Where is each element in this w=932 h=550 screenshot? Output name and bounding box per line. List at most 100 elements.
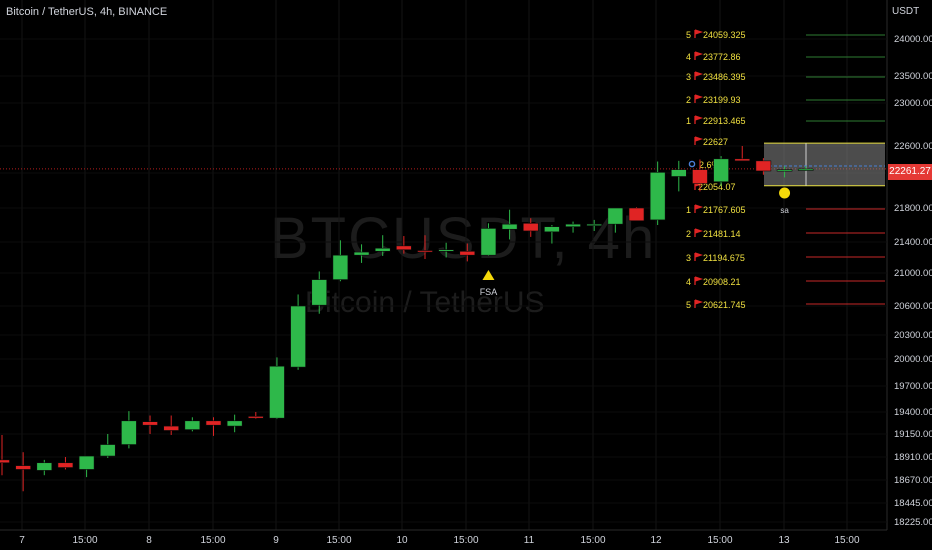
target-index-label: 1 (686, 116, 691, 126)
time-axis-tick: 15:00 (72, 535, 97, 546)
candle-body (163, 425, 179, 431)
candle-body (374, 247, 391, 252)
candle-body (438, 249, 454, 252)
candle-body (713, 158, 729, 183)
target-index-label: 3 (686, 253, 691, 263)
price-axis-tick: 21400.00 (894, 237, 932, 248)
target-flag-icon (694, 228, 704, 237)
time-axis-tick: 12 (650, 535, 662, 546)
chart-title: Bitcoin / TetherUS, 4h, BINANCE (6, 6, 168, 18)
candle-body (0, 459, 10, 464)
candle-body (248, 416, 264, 419)
candle-body (269, 365, 285, 419)
price-axis-tick: 19150.00 (894, 429, 932, 440)
target-index-label: 1 (686, 205, 691, 215)
candle-body (565, 223, 581, 227)
target-flag-icon (694, 276, 704, 285)
price-axis-tick: 18670.00 (894, 475, 932, 486)
candle-body (459, 251, 476, 256)
time-axis-tick: 15:00 (200, 535, 225, 546)
name-watermark: Bitcoin / TetherUS (305, 286, 545, 319)
candle-body (649, 172, 666, 221)
middle-level-icon (688, 160, 696, 168)
price-axis-tick: 19700.00 (894, 381, 932, 392)
sa-marker-icon (779, 187, 791, 199)
target-value-label: 24059.325 (703, 30, 746, 40)
candle-body (121, 420, 137, 445)
candle-body (353, 251, 370, 256)
candle-body (184, 420, 201, 430)
price-axis-tick: 21000.00 (894, 268, 932, 279)
fsa-marker-icon (482, 270, 495, 280)
target-flag-icon (694, 204, 704, 213)
target-flag-icon (694, 94, 704, 103)
time-axis-tick: 15:00 (326, 535, 351, 546)
candle-body (226, 420, 243, 427)
target-value-label: 20908.21 (703, 277, 741, 287)
candle-body (522, 223, 539, 232)
price-axis-tick: 20600.00 (894, 301, 932, 312)
time-axis-tick: 7 (19, 535, 25, 546)
target-flag-icon (694, 71, 704, 80)
target-flag-icon (694, 136, 704, 145)
target-index-label: 2 (686, 229, 691, 239)
target-value-label: 21194.675 (703, 253, 745, 263)
candle-body (142, 421, 158, 426)
target-index-label: 3 (686, 72, 691, 82)
target-index-label: 2 (686, 95, 691, 105)
time-axis-tick: 10 (396, 535, 408, 546)
candle-body (692, 169, 708, 184)
price-axis-tick: 20000.00 (894, 354, 932, 365)
candle-body (544, 226, 560, 233)
target-value-label: 23486.395 (703, 72, 746, 82)
candle-body (776, 169, 793, 172)
range-box (764, 143, 885, 186)
price-axis-unit: USDT (892, 6, 920, 17)
last-price-tag: 22261.27 (888, 164, 932, 180)
sa-marker-label: sa (780, 206, 789, 215)
candle-body (57, 462, 74, 468)
candle-body (417, 250, 433, 253)
candle-body (586, 223, 603, 226)
target-index-label: 5 (686, 30, 691, 40)
price-axis-tick: 24000.00 (894, 34, 932, 45)
candle-body (607, 207, 624, 225)
candle-body (797, 168, 814, 171)
price-axis-tick: 23500.00 (894, 71, 932, 82)
time-axis-tick: 9 (273, 535, 279, 546)
time-axis-tick: 8 (146, 535, 152, 546)
price-axis-tick: 18225.00 (894, 517, 932, 528)
candle-body (99, 444, 116, 457)
time-axis-tick: 11 (524, 535, 535, 546)
price-axis-tick: 18445.00 (894, 498, 932, 509)
candle-body (290, 305, 306, 368)
price-axis-tick: 20300.00 (894, 330, 932, 341)
target-value-label: 23772.86 (703, 52, 741, 62)
middle-pct-label: 2.6% (699, 160, 720, 170)
target-value-label: 22913.465 (703, 116, 746, 126)
time-axis-tick: 15:00 (707, 535, 732, 546)
candle-body (205, 420, 222, 426)
candle-body (36, 462, 53, 471)
candle-body (628, 207, 645, 222)
time-axis-tick: 15:00 (453, 535, 478, 546)
price-axis-tick: 23000.00 (894, 98, 932, 109)
candle-body (501, 223, 518, 230)
target-value-label: 23199.93 (703, 95, 741, 105)
price-axis-tick: 21800.00 (894, 203, 932, 214)
target-value-label: 21767.605 (703, 205, 746, 215)
price-axis-tick: 18910.00 (894, 452, 932, 463)
target-index-label: 4 (686, 277, 691, 287)
target-flag-icon (694, 29, 704, 38)
candle-body (396, 245, 412, 251)
target-flag-icon (694, 299, 704, 308)
price-axis-tick: 19400.00 (894, 407, 932, 418)
candle-body (480, 228, 497, 256)
mid-value-label: 22054.07 (698, 182, 736, 192)
candle-body (670, 169, 687, 177)
target-value-label: 20621.745 (703, 300, 746, 310)
candle-body (311, 279, 328, 306)
target-value-label: 21481.14 (703, 229, 741, 239)
